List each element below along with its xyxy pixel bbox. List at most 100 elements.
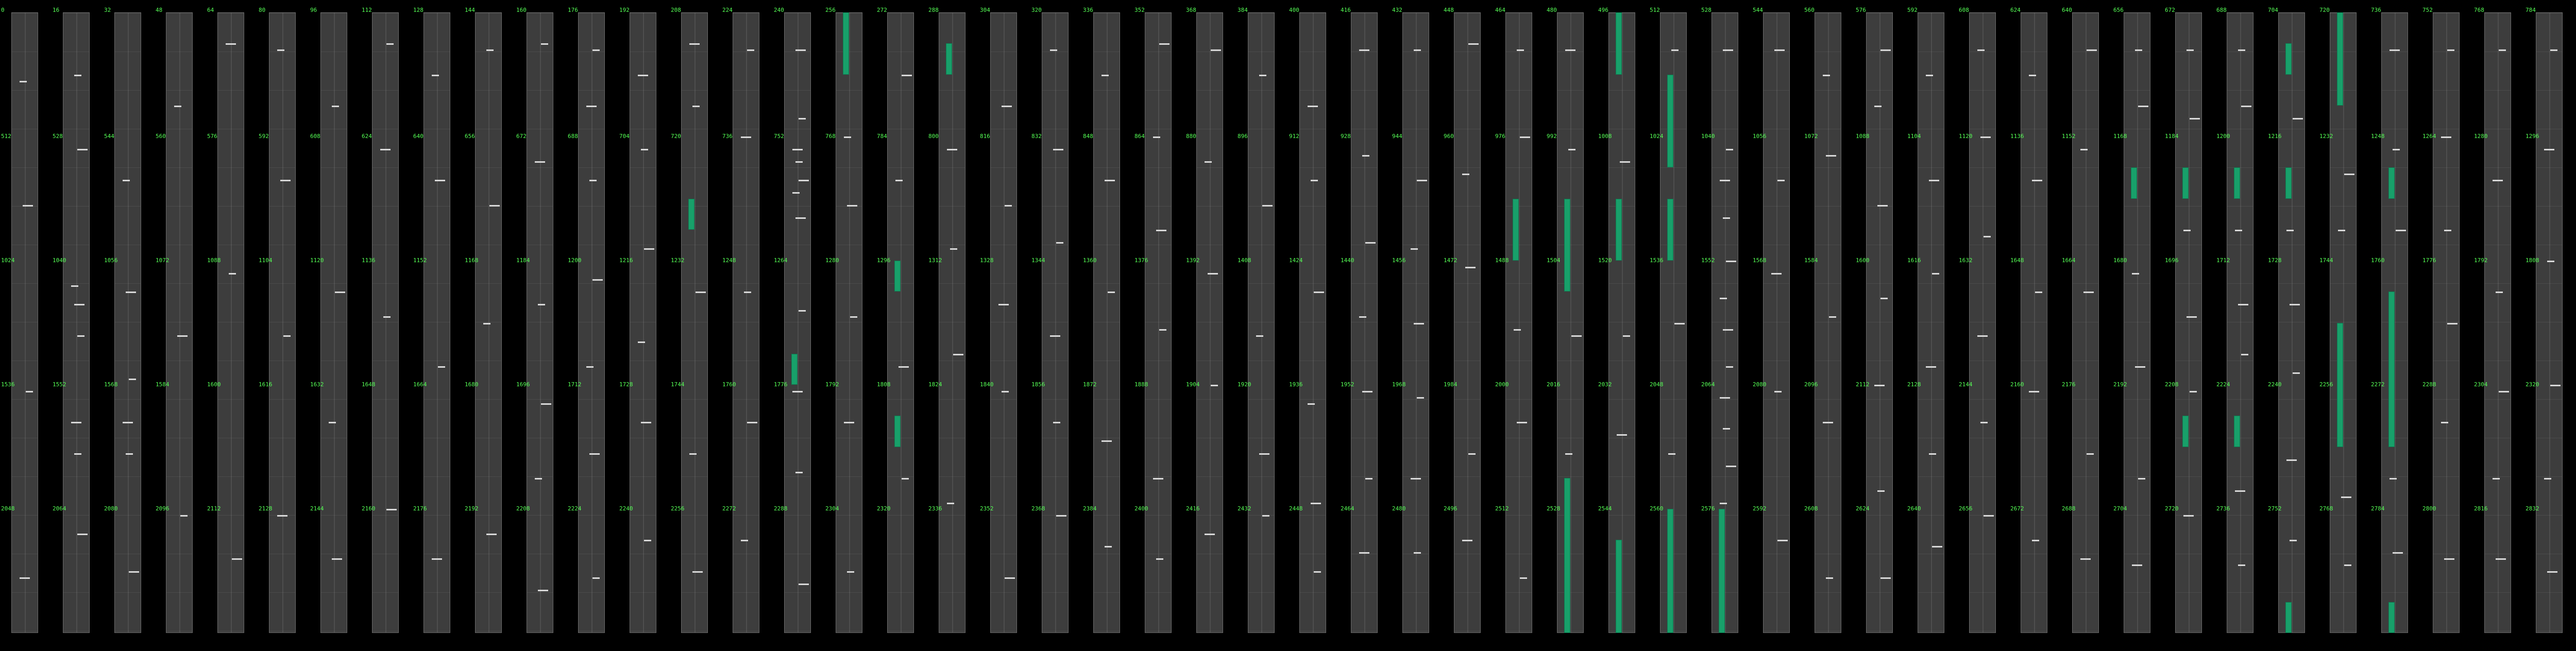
allocated-block[interactable]	[1616, 540, 1622, 633]
entry-marker	[2138, 477, 2145, 479]
entry-marker	[795, 217, 806, 219]
entry-marker	[586, 105, 597, 107]
address-tick-label: 1136	[2010, 133, 2024, 140]
entry-marker	[2293, 372, 2300, 374]
entry-marker	[2550, 49, 2557, 52]
entry-marker	[2447, 49, 2454, 52]
entry-marker	[2493, 477, 2500, 479]
entry-marker	[1411, 248, 1418, 250]
allocated-block[interactable]	[2337, 12, 2343, 106]
allocated-block[interactable]	[2234, 416, 2240, 447]
entry-marker	[1826, 577, 1833, 579]
address-tick-label: 1984	[1444, 381, 1458, 388]
address-tick-label: 1440	[1341, 257, 1354, 264]
allocated-block[interactable]	[688, 198, 694, 230]
address-tick-label: 2272	[722, 505, 736, 512]
entry-marker	[386, 43, 394, 45]
address-tick-label: 1232	[2319, 133, 2333, 140]
allocated-block[interactable]	[1667, 198, 1673, 261]
allocated-block[interactable]	[1564, 477, 1570, 633]
entry-marker	[2286, 229, 2294, 231]
allocated-block[interactable]	[2131, 167, 2137, 199]
allocated-block[interactable]	[843, 12, 849, 75]
entry-marker	[795, 49, 806, 52]
entry-marker	[226, 43, 236, 45]
entry-marker	[2132, 273, 2139, 275]
entry-marker	[844, 136, 851, 138]
allocated-block[interactable]	[1667, 509, 1673, 633]
allocated-block[interactable]	[1719, 509, 1725, 633]
allocated-block[interactable]	[1513, 198, 1519, 261]
entry-marker	[2286, 459, 2297, 461]
address-tick-label: 2352	[980, 505, 994, 512]
strip-column	[939, 12, 965, 633]
allocated-block[interactable]	[2337, 322, 2343, 447]
address-tick-label: 1568	[104, 381, 118, 388]
entry-marker	[795, 471, 803, 473]
entry-marker	[1462, 174, 1469, 176]
address-tick-label: 512	[1, 133, 11, 140]
address-tick-label: 2656	[1959, 505, 1973, 512]
address-tick-label: 1216	[2268, 133, 2282, 140]
entry-marker	[795, 161, 803, 163]
entry-marker	[2080, 558, 2091, 560]
allocated-block[interactable]	[2234, 167, 2240, 199]
entry-marker	[2238, 304, 2248, 306]
allocated-block[interactable]	[2285, 167, 2292, 199]
entry-marker	[1932, 546, 1942, 548]
entry-marker	[641, 422, 651, 424]
address-tick-label: 640	[413, 133, 423, 140]
allocated-block[interactable]	[2285, 43, 2292, 75]
allocated-block[interactable]	[1616, 198, 1622, 261]
allocated-block[interactable]	[1564, 198, 1570, 292]
entry-marker	[2547, 571, 2557, 573]
allocated-block[interactable]	[2285, 602, 2292, 633]
allocated-block[interactable]	[1667, 74, 1673, 168]
allocated-block[interactable]	[894, 416, 901, 447]
address-tick-label: 1648	[362, 381, 376, 388]
entry-marker	[1980, 136, 1991, 138]
allocated-block[interactable]	[2182, 416, 2189, 447]
address-tick-label: 2000	[1495, 381, 1509, 388]
address-tick-label: 1856	[1031, 381, 1045, 388]
address-tick-label: 1120	[1959, 133, 1973, 140]
allocated-block[interactable]	[1616, 12, 1622, 75]
address-tick-label: 32	[104, 7, 111, 13]
address-tick-label: 2480	[1392, 505, 1406, 512]
entry-marker	[2135, 49, 2142, 52]
address-tick-label: 2048	[1, 505, 15, 512]
address-tick-label: 2608	[1804, 505, 1818, 512]
address-tick-label: 2816	[2474, 505, 2488, 512]
address-tick-label: 1472	[1444, 257, 1458, 264]
address-tick-label: 2144	[1959, 381, 1973, 388]
allocated-block[interactable]	[2388, 602, 2395, 633]
address-tick-label: 560	[1804, 7, 1815, 13]
allocated-block[interactable]	[2388, 292, 2395, 447]
address-tick-label: 1168	[2113, 133, 2127, 140]
entry-marker	[1159, 329, 1166, 331]
strip-column	[2175, 12, 2202, 633]
entry-marker	[1050, 335, 1060, 337]
address-tick-label: 560	[156, 133, 166, 140]
entry-marker	[2238, 49, 2245, 52]
address-tick-label: 1632	[1959, 257, 1973, 264]
address-tick-label: 512	[1650, 7, 1660, 13]
entry-marker	[2293, 117, 2303, 119]
address-tick-label: 1504	[1547, 257, 1561, 264]
allocated-block[interactable]	[946, 43, 952, 75]
address-tick-label: 1680	[2113, 257, 2127, 264]
address-tick-label: 2080	[104, 505, 118, 512]
allocated-block[interactable]	[894, 261, 901, 292]
allocated-block[interactable]	[791, 353, 798, 385]
allocated-block[interactable]	[2182, 167, 2189, 199]
entry-marker	[74, 304, 84, 306]
entry-marker	[1205, 534, 1215, 536]
entry-marker	[2183, 229, 2191, 231]
entry-marker	[895, 180, 903, 182]
entry-marker	[638, 74, 648, 76]
entry-marker	[2241, 105, 2251, 107]
entry-marker	[486, 534, 497, 536]
entry-marker	[332, 105, 339, 107]
allocated-block[interactable]	[2388, 167, 2395, 199]
address-tick-label: 1696	[2165, 257, 2179, 264]
